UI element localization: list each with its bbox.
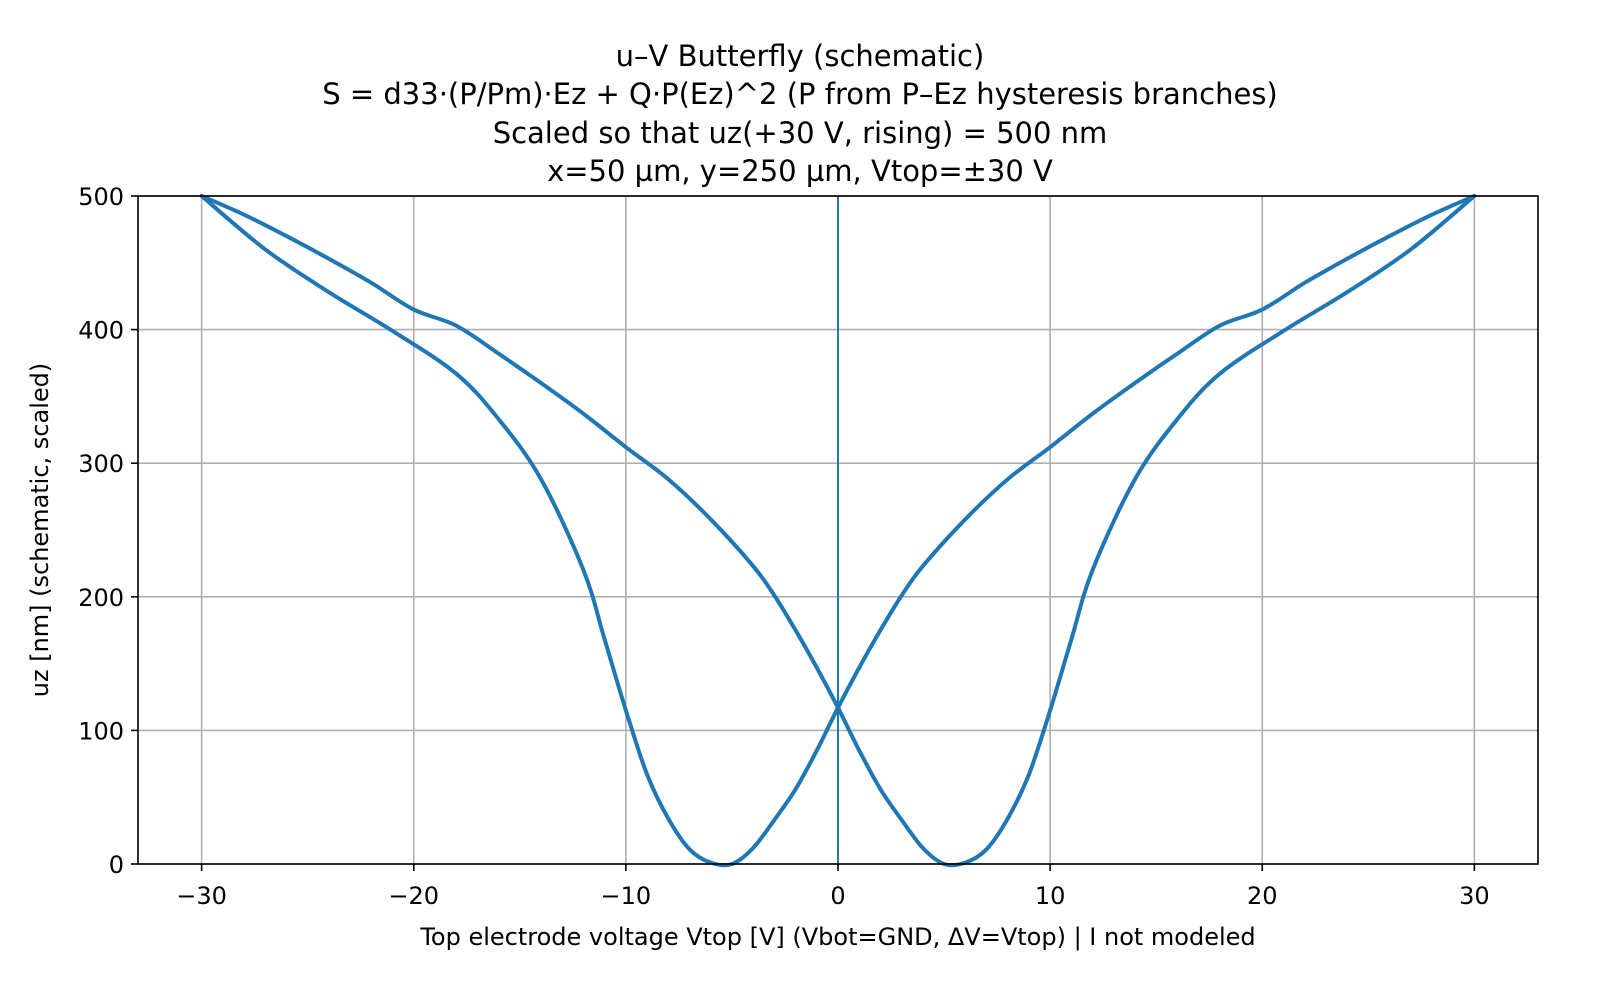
y-tick-label: 300 — [78, 450, 124, 478]
x-tick-label: 0 — [830, 882, 845, 910]
x-tick-label: 30 — [1459, 882, 1490, 910]
chart-title-line-2: S = d33·(P/Pm)·Ez + Q·P(Ez)^2 (P from P–… — [322, 77, 1278, 111]
x-tick-label: 10 — [1035, 882, 1066, 910]
x-tick-label: −20 — [388, 882, 439, 910]
series-line-2 — [199, 194, 1477, 868]
y-tick-label: 0 — [109, 851, 124, 879]
chart-title-line-3: Scaled so that uz(+30 V, rising) = 500 n… — [492, 116, 1108, 150]
y-tick-label: 500 — [78, 183, 124, 211]
y-axis-label: uz [nm] (schematic, scaled) — [26, 363, 54, 697]
series-layer — [199, 194, 1477, 868]
x-tick-label: −10 — [601, 882, 652, 910]
y-tick-label: 200 — [78, 584, 124, 612]
chart-title-line-1: u–V Butterfly (schematic) — [615, 39, 985, 73]
series-line-1 — [199, 194, 1477, 868]
x-tick-label: −30 — [176, 882, 227, 910]
chart-title-line-4: x=50 µm, y=250 µm, Vtop=±30 V — [547, 154, 1053, 188]
y-tick-label: 100 — [78, 717, 124, 745]
x-tick-label: 20 — [1247, 882, 1278, 910]
y-tick-label: 400 — [78, 317, 124, 345]
x-axis-label: Top electrode voltage Vtop [V] (Vbot=GND… — [419, 923, 1255, 951]
